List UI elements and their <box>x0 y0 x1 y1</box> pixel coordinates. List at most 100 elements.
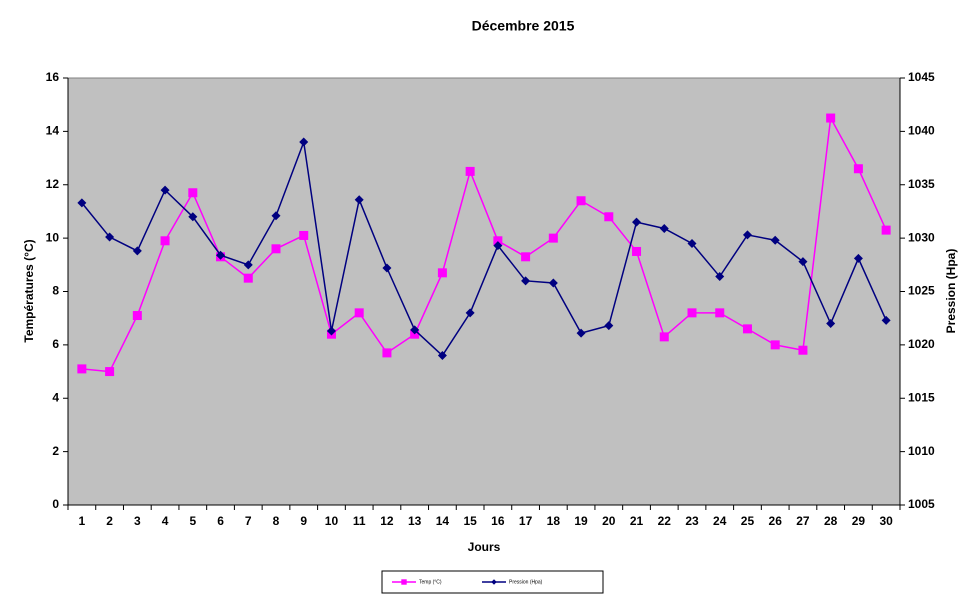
x-tick-label: 16 <box>491 514 505 528</box>
marker <box>881 225 891 235</box>
y-tick-label: 4 <box>52 390 59 404</box>
x-tick-label: 9 <box>300 514 307 528</box>
marker <box>604 212 614 222</box>
y-tick-label: 10 <box>46 230 60 244</box>
marker <box>576 328 586 338</box>
marker <box>326 326 336 336</box>
y2-tick-label: 1035 <box>908 177 935 191</box>
marker <box>770 340 780 350</box>
marker <box>881 315 891 325</box>
x-tick-label: 6 <box>217 514 224 528</box>
marker <box>243 273 253 283</box>
marker <box>853 164 863 174</box>
x-tick-label: 5 <box>189 514 196 528</box>
marker <box>826 319 836 329</box>
y2-tick-label: 1015 <box>908 390 935 404</box>
legend-marker <box>401 579 407 585</box>
x-tick-label: 7 <box>245 514 252 528</box>
x-tick-label: 13 <box>408 514 422 528</box>
marker <box>742 230 752 240</box>
x-tick-label: 23 <box>685 514 699 528</box>
marker <box>604 321 614 331</box>
marker <box>853 253 863 263</box>
x-tick-label: 22 <box>658 514 672 528</box>
x-tick-label: 1 <box>79 514 86 528</box>
y-tick-label: 14 <box>46 124 60 138</box>
x-tick-label: 12 <box>380 514 394 528</box>
y2-axis-label: Pression (Hpa) <box>944 249 958 334</box>
marker <box>548 278 558 288</box>
marker <box>687 238 697 248</box>
marker <box>493 241 503 251</box>
legend-marker <box>491 579 497 585</box>
marker <box>659 332 669 342</box>
marker <box>770 235 780 245</box>
marker <box>632 246 642 256</box>
marker <box>77 364 87 374</box>
x-axis-label: Jours <box>468 540 501 554</box>
marker <box>105 367 115 377</box>
marker <box>382 263 392 273</box>
y2-tick-label: 1030 <box>908 230 935 244</box>
marker <box>354 195 364 205</box>
marker <box>576 196 586 206</box>
marker <box>105 232 115 242</box>
marker <box>243 260 253 270</box>
y2-tick-label: 1010 <box>908 444 935 458</box>
marker <box>548 233 558 243</box>
marker <box>354 308 364 318</box>
x-tick-label: 26 <box>769 514 783 528</box>
marker <box>271 211 281 221</box>
marker <box>299 230 309 240</box>
marker <box>271 244 281 254</box>
marker <box>521 252 531 262</box>
marker <box>382 348 392 358</box>
line <box>81 139 887 357</box>
x-tick-label: 19 <box>574 514 588 528</box>
x-tick-label: 11 <box>353 514 366 528</box>
x-tick-label: 10 <box>325 514 339 528</box>
x-tick-label: 24 <box>713 514 727 528</box>
marker <box>798 257 808 267</box>
marker <box>521 276 531 286</box>
y-tick-label: 16 <box>46 70 60 84</box>
x-tick-label: 18 <box>547 514 561 528</box>
marker <box>465 308 475 318</box>
marker <box>299 137 309 147</box>
x-tick-label: 2 <box>106 514 113 528</box>
x-tick-label: 21 <box>630 514 644 528</box>
marker <box>715 272 725 282</box>
marker <box>687 308 697 318</box>
x-tick-label: 8 <box>273 514 280 528</box>
marker <box>493 236 503 246</box>
legend-label: Temp (°C) <box>419 579 442 585</box>
x-tick-label: 29 <box>852 514 866 528</box>
x-tick-label: 14 <box>436 514 450 528</box>
marker <box>188 188 198 198</box>
x-tick-label: 15 <box>463 514 477 528</box>
marker <box>132 246 142 256</box>
marker <box>437 268 447 278</box>
y-axis-label: Températures (°C) <box>22 239 36 342</box>
marker <box>826 113 836 123</box>
marker <box>188 212 198 222</box>
x-tick-label: 28 <box>824 514 838 528</box>
marker <box>632 217 642 227</box>
marker <box>160 236 170 246</box>
marker <box>798 345 808 355</box>
marker <box>465 166 475 176</box>
x-tick-label: 3 <box>134 514 141 528</box>
marker <box>77 198 87 208</box>
y-tick-label: 8 <box>52 284 59 298</box>
y2-tick-label: 1020 <box>908 337 935 351</box>
y-tick-label: 12 <box>46 177 60 191</box>
marker <box>659 224 669 234</box>
x-tick-label: 4 <box>162 514 169 528</box>
x-tick-label: 25 <box>741 514 755 528</box>
marker <box>132 311 142 321</box>
y-tick-label: 0 <box>52 497 59 511</box>
legend-label: Pression (Hpa) <box>509 579 543 585</box>
y2-tick-label: 1005 <box>908 497 935 511</box>
marker <box>437 351 447 361</box>
